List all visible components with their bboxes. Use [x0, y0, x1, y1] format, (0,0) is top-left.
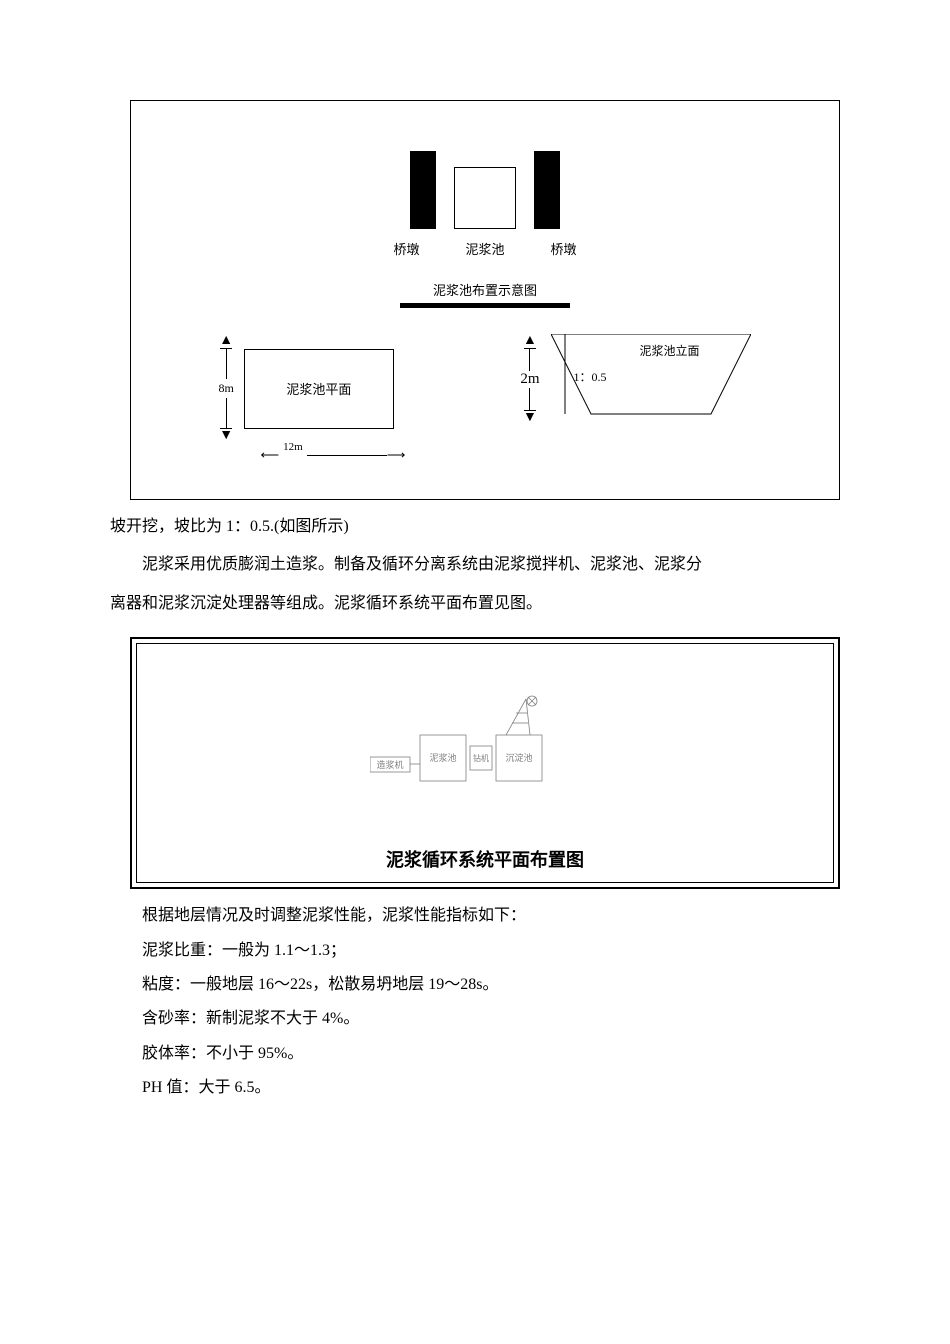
para-1: 泥浆采用优质膨润土造浆。制备及循环分离系统由泥浆搅拌机、泥浆池、泥浆分	[110, 546, 840, 584]
spec-intro: 根据地层情况及时调整泥浆性能，泥浆性能指标如下：	[110, 899, 840, 933]
spec-viscosity: 粘度：一般地层 16～22s，松散易坍地层 19～28s。	[110, 968, 840, 1002]
circulation-svg-wrap: 造浆机 泥浆池 钻机 沉淀池	[137, 644, 833, 838]
circulation-schematic-icon: 造浆机 泥浆池 钻机 沉淀池	[370, 691, 600, 801]
pier-label: 桥墩	[393, 239, 419, 258]
elevation-label: 泥浆池立面	[639, 342, 699, 359]
dim-12m: ⟵ 12m ⟶	[260, 447, 405, 463]
arrow-up-icon: ▲	[219, 334, 233, 348]
diagram1-top-labels: 桥墩 泥浆池 桥墩	[151, 239, 819, 258]
dim-2m-label: 2m	[520, 371, 539, 388]
para-2: 离器和泥浆沉淀处理器等组成。泥浆循环系统平面布置见图。	[110, 595, 542, 612]
mixer-label: 造浆机	[376, 759, 403, 770]
mud-pool-layout-diagram: 桥墩 泥浆池 桥墩 泥浆池布置示意图 ▲ 8m ▼	[130, 100, 840, 500]
arrow-down-icon: ▼	[219, 429, 233, 443]
pier-left-icon	[410, 151, 436, 229]
plan-rect-label: 泥浆池平面	[286, 379, 351, 398]
settle-pool-label: 沉淀池	[505, 752, 532, 763]
spec-ph: PH 值：大于 6.5。	[110, 1071, 840, 1105]
diagram1-top-row	[151, 151, 819, 229]
pier-label-2: 桥墩	[551, 239, 577, 258]
arrow-down-icon-2: ▼	[523, 411, 537, 425]
elevation-group: ▲ 2m ▼ 泥浆池立面 1：0.5	[520, 334, 751, 425]
page: 桥墩 泥浆池 桥墩 泥浆池布置示意图 ▲ 8m ▼	[0, 0, 950, 1186]
mud-pool-label: 泥浆池	[429, 752, 456, 763]
dim-12m-label: 12m	[283, 441, 303, 453]
drill-label: 钻机	[473, 753, 489, 763]
title-underline-icon	[400, 303, 570, 308]
circulation-diagram-inner: 造浆机 泥浆池 钻机 沉淀池	[136, 643, 834, 883]
body-text-1: 坡开挖，坡比为 1：0.5.(如图所示) 泥浆采用优质膨润土造浆。制备及循环分离…	[110, 508, 840, 623]
circulation-diagram-outer: 造浆机 泥浆池 钻机 沉淀池	[130, 637, 840, 889]
dim-8m-label: 8m	[218, 381, 233, 396]
spec-colloid: 胶体率：不小于 95%。	[110, 1037, 840, 1071]
diagram1-title: 泥浆池布置示意图	[433, 280, 537, 299]
mud-pool-top-icon	[454, 167, 516, 229]
arrow-left-icon: ⟵	[260, 447, 279, 463]
dim-8m: ▲ 8m ▼	[218, 334, 233, 443]
slope-line: 坡开挖，坡比为 1：0.5.(如图所示)	[110, 518, 349, 535]
pool-label: 泥浆池	[465, 239, 504, 258]
arrow-up-icon-2: ▲	[523, 334, 537, 348]
elevation-trapezoid: 泥浆池立面 1：0.5	[551, 334, 751, 416]
diagram1-title-wrap: 泥浆池布置示意图	[151, 280, 819, 308]
plan-view-group: ▲ 8m ▼ 泥浆池平面 ⟵ 12m ⟶	[218, 334, 405, 463]
arrow-right-icon: ⟶	[387, 447, 406, 463]
spec-density: 泥浆比重：一般为 1.1～1.3；	[110, 934, 840, 968]
pier-right-icon	[534, 151, 560, 229]
plan-rect: 泥浆池平面	[244, 349, 394, 429]
elevation-ratio: 1：0.5	[573, 368, 606, 385]
diagram1-bottom-row: ▲ 8m ▼ 泥浆池平面 ⟵ 12m ⟶	[151, 334, 819, 463]
spec-list: 根据地层情况及时调整泥浆性能，泥浆性能指标如下： 泥浆比重：一般为 1.1～1.…	[110, 899, 840, 1105]
dim-2m: ▲ 2m ▼	[520, 334, 539, 425]
spec-sand: 含砂率：新制泥浆不大于 4%。	[110, 1002, 840, 1036]
circulation-title: 泥浆循环系统平面布置图	[137, 838, 833, 882]
